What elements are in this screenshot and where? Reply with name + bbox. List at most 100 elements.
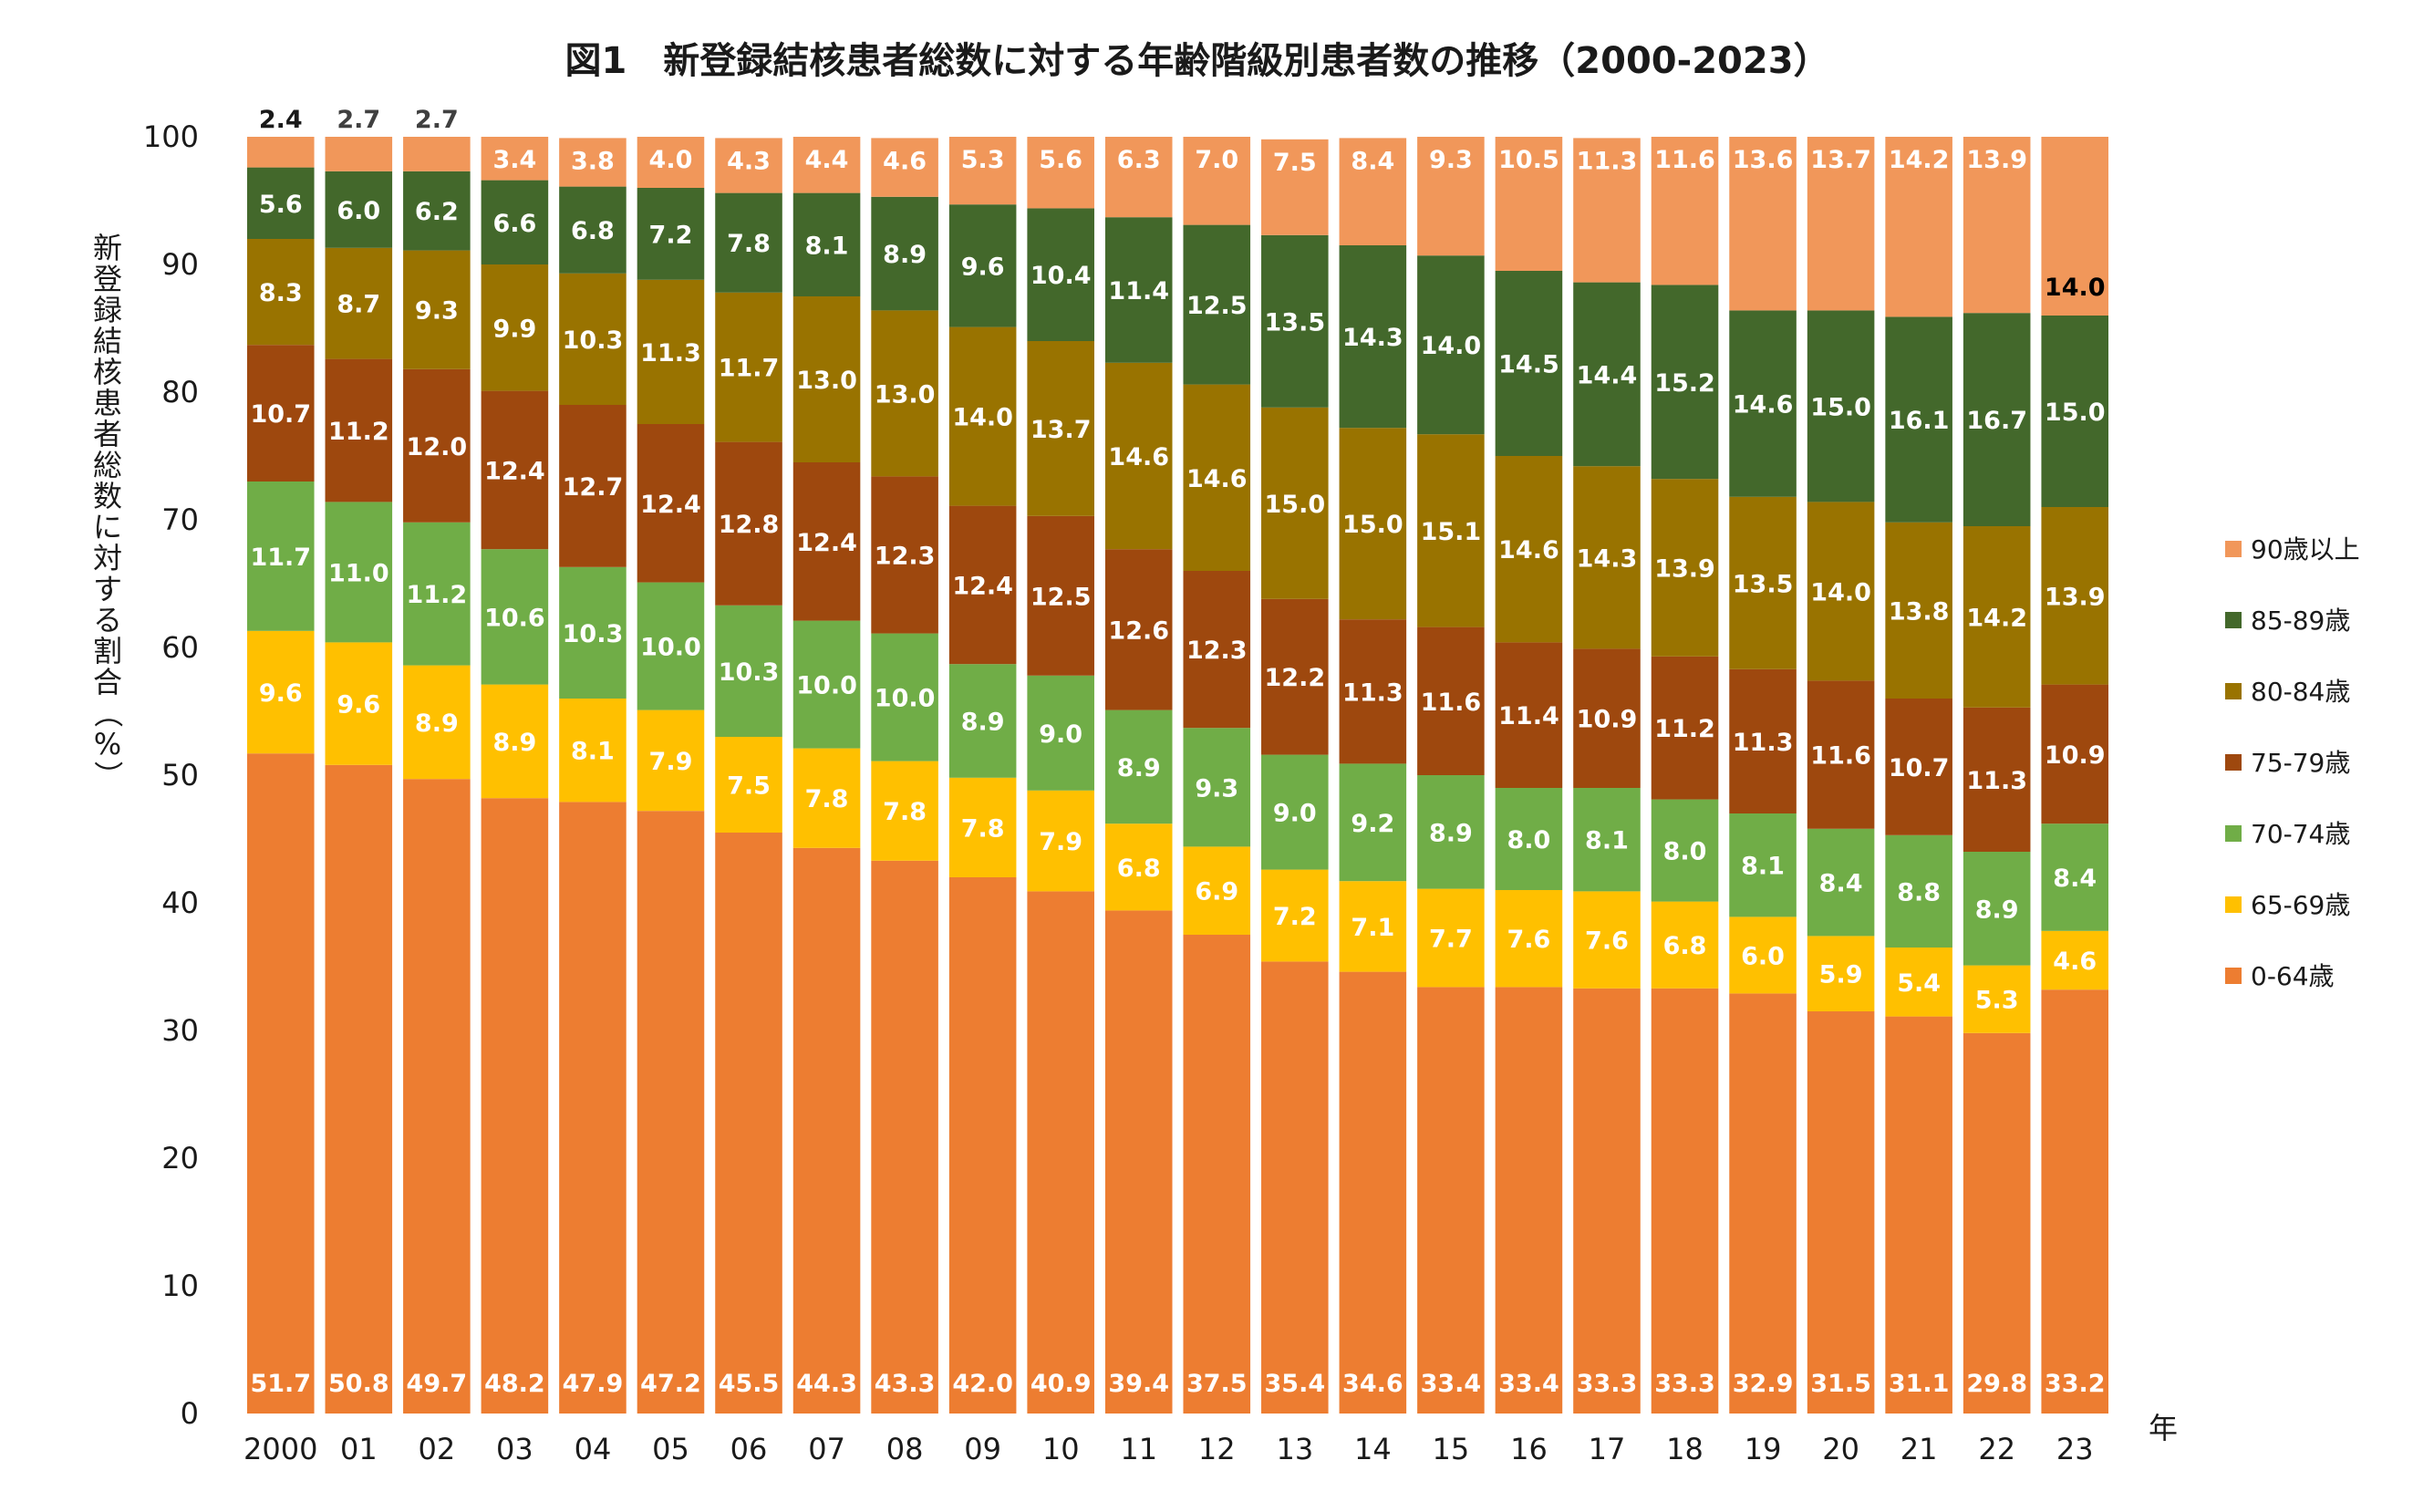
bar-segment xyxy=(792,847,861,1414)
bar-segment xyxy=(246,482,315,631)
bar-segment xyxy=(871,196,938,311)
bar-value-label: 33.4 xyxy=(1498,1370,1559,1398)
bar-segment xyxy=(1495,642,1563,788)
bar-segment xyxy=(715,833,782,1414)
bar-value-label: 47.9 xyxy=(563,1370,624,1398)
bar-segment xyxy=(1027,790,1094,892)
bar-value-label: 10.0 xyxy=(796,672,857,700)
bar-value-label: 8.8 xyxy=(1897,878,1941,906)
bar-value-label: 5.6 xyxy=(1039,146,1082,174)
y-axis-label-char: 者 xyxy=(93,417,122,451)
bar-value-label: 5.6 xyxy=(259,191,303,219)
bar-segment xyxy=(1885,1016,1952,1414)
bar-segment xyxy=(1885,316,1952,523)
x-axis-label: 年 xyxy=(2149,1411,2178,1445)
bar-segment xyxy=(1339,881,1407,972)
x-tick-label: 09 xyxy=(964,1432,1001,1466)
bar-segment xyxy=(1963,1032,2031,1414)
bar-value-label: 7.8 xyxy=(961,814,1005,843)
bar-segment xyxy=(1573,788,1641,892)
bar-value-label: 12.4 xyxy=(952,572,1013,600)
y-axis-label-char: 総 xyxy=(93,448,122,482)
bar-value-label: 5.3 xyxy=(961,146,1005,174)
x-tick-label: 17 xyxy=(1589,1432,1626,1466)
bar-segment xyxy=(1573,648,1641,788)
bar-segment xyxy=(1963,137,2031,314)
bar-segment xyxy=(403,522,471,666)
bar-value-label: 7.2 xyxy=(649,221,693,249)
bar-segment xyxy=(637,811,705,1414)
bar-segment xyxy=(1183,846,1251,935)
bar-value-label: 11.2 xyxy=(328,418,389,446)
x-tick-label: 07 xyxy=(808,1432,845,1466)
bar-segment xyxy=(1729,496,1797,669)
bar-value-label: 12.5 xyxy=(1186,292,1248,320)
x-tick-label: 12 xyxy=(1198,1432,1236,1466)
bar-value-label: 10.3 xyxy=(719,658,780,687)
y-axis-label-char: 新 xyxy=(93,231,122,265)
legend-label: 75-79歳 xyxy=(2251,748,2350,778)
bar-value-label: 7.8 xyxy=(727,230,771,258)
bar-value-label: 31.1 xyxy=(1889,1370,1950,1398)
x-tick-label: 19 xyxy=(1745,1432,1782,1466)
bar-value-label: 11.7 xyxy=(250,544,311,572)
bar-segment xyxy=(1729,813,1797,917)
legend-label: 90歳以上 xyxy=(2251,534,2360,564)
bar-segment xyxy=(1573,138,1641,283)
bar-segment xyxy=(1885,699,1952,835)
x-tick-label: 06 xyxy=(730,1432,768,1466)
legend-label: 85-89歳 xyxy=(2251,606,2350,636)
bar-value-label: 15.0 xyxy=(2045,399,2106,427)
legend-label: 70-74歳 xyxy=(2251,819,2350,849)
bar-value-label: 9.3 xyxy=(1195,774,1238,803)
y-axis-label-char: 合 xyxy=(93,665,122,699)
bar-segment xyxy=(792,748,861,848)
bar-value-label: 15.0 xyxy=(1810,393,1871,421)
bar-segment xyxy=(1104,709,1173,824)
x-tick-label: 18 xyxy=(1666,1432,1704,1466)
bar-value-label: 14.0 xyxy=(2045,274,2106,302)
bar-value-label: 7.9 xyxy=(649,748,693,776)
bar-value-label: 15.1 xyxy=(1421,518,1482,546)
y-axis-label-char: 録 xyxy=(93,293,122,327)
x-tick-label: 11 xyxy=(1120,1432,1157,1466)
bar-value-label: 9.0 xyxy=(1039,720,1082,749)
bar-segment xyxy=(637,279,705,424)
bar-segment xyxy=(246,167,315,239)
bar-value-label: 7.2 xyxy=(1273,903,1317,931)
bar-value-label: 7.1 xyxy=(1351,914,1394,942)
bar-segment xyxy=(2041,989,2109,1414)
bar-value-label: 6.8 xyxy=(571,217,615,245)
bar-segment xyxy=(1729,917,1797,994)
bar-segment xyxy=(325,358,393,502)
bar-value-label: 35.4 xyxy=(1265,1370,1326,1398)
x-tick-label: 16 xyxy=(1510,1432,1548,1466)
bar-segment xyxy=(403,779,471,1414)
bar-segment xyxy=(1261,139,1329,235)
bar-value-label: 14.4 xyxy=(1577,361,1638,389)
bar-value-label: 11.3 xyxy=(640,339,701,368)
bar-value-label: 14.3 xyxy=(1342,324,1403,352)
bar-value-label: 8.9 xyxy=(1117,754,1161,782)
bar-value-label: 8.9 xyxy=(1429,819,1473,847)
bar-segment xyxy=(1339,245,1407,429)
legend-swatch xyxy=(2225,612,2242,628)
bar-segment xyxy=(637,709,705,812)
bar-value-label: 13.9 xyxy=(1654,555,1715,584)
bar-value-label: 11.6 xyxy=(1654,146,1715,174)
bar-segment xyxy=(1573,988,1641,1414)
bar-value-label: 9.6 xyxy=(337,691,380,720)
bar-segment xyxy=(1807,1011,1875,1414)
bar-segment xyxy=(246,137,315,168)
bar-value-label: 42.0 xyxy=(952,1370,1013,1398)
bar-value-label: 11.2 xyxy=(407,581,468,609)
bar-value-label: 14.0 xyxy=(1810,578,1871,606)
bar-segment xyxy=(481,264,549,391)
bar-segment xyxy=(1183,384,1251,571)
bar-value-label: 6.0 xyxy=(1741,942,1785,970)
bar-segment xyxy=(871,310,938,477)
bar-segment xyxy=(1417,434,1485,627)
bar-segment xyxy=(481,798,549,1414)
bar-value-label: 33.3 xyxy=(1654,1370,1715,1398)
